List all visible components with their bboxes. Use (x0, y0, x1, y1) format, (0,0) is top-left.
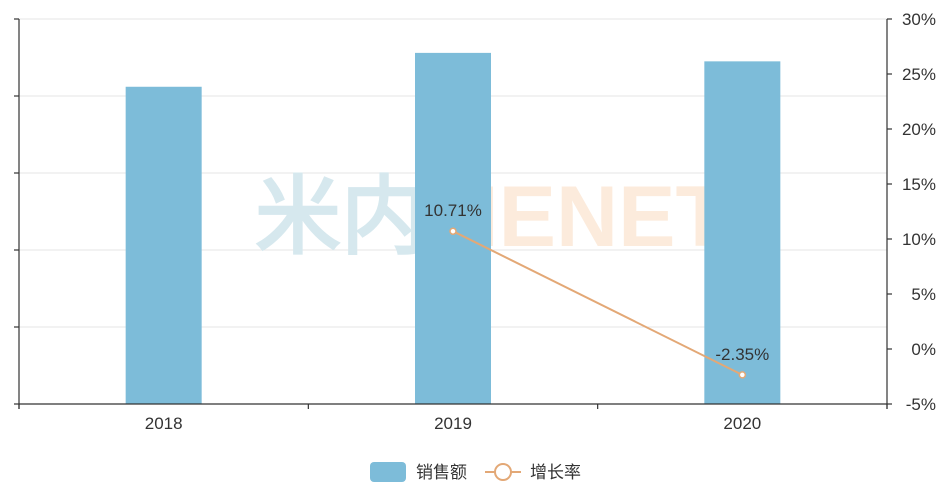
legend-label-sales: 销售额 (416, 463, 467, 482)
growth-point-2019[interactable] (449, 227, 457, 235)
y-right-tick-label: 15% (902, 175, 936, 194)
watermark-part1: 米内 (255, 169, 427, 265)
bar-2018[interactable] (125, 86, 202, 404)
y-right-tick-label: 25% (902, 65, 936, 84)
growth-point-2020[interactable] (738, 371, 747, 379)
y-right-tick-label: 5% (911, 285, 936, 304)
x-tick-label: 2019 (434, 414, 472, 433)
y-right-tick-label: 30% (902, 10, 936, 29)
y-right-tick-label: 20% (902, 120, 936, 139)
axes: 2018 2019 2020 -5% 0% 5% 10% 15% 20% 25% 30% (14, 10, 936, 433)
legend-marker-growth (494, 463, 512, 481)
bar-series (125, 52, 781, 404)
growth-line (452, 230, 743, 376)
growth-label-2019: 10.71% (424, 201, 482, 220)
legend-item-sales[interactable]: 销售额 (370, 462, 467, 482)
legend-item-growth[interactable]: 增长率 (485, 463, 581, 482)
legend: 销售额 增长率 (370, 462, 581, 482)
data-labels: 10.71% -2.35% (424, 201, 769, 364)
x-tick-label: 2020 (723, 414, 761, 433)
y-right-tick-label: -5% (906, 395, 936, 414)
line-series (449, 227, 747, 379)
y-right-tick-label: 0% (911, 340, 936, 359)
bar-2020[interactable] (704, 61, 781, 404)
x-tick-label: 2018 (145, 414, 183, 433)
growth-label-2020: -2.35% (715, 345, 769, 364)
y-right-tick-label: 10% (902, 230, 936, 249)
legend-label-growth: 增长率 (530, 463, 581, 482)
legend-swatch-sales (370, 462, 406, 482)
